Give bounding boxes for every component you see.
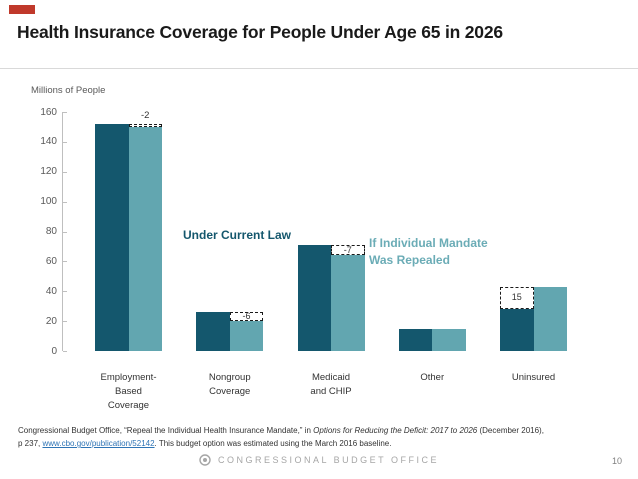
source-text: p 237, [18,439,43,448]
source-citation: Congressional Budget Office, “Repeal the… [18,424,622,450]
bar-current-law [398,328,433,351]
difference-box: 15 [500,286,534,310]
series-label-repealed-line1: If Individual Mandate [369,236,488,250]
bar-current-law [297,244,331,351]
y-axis-label: 160 [40,106,57,118]
y-axis-label: 0 [51,345,57,357]
y-axis-tick [63,112,67,113]
y-axis-unit-label: Millions of People [31,85,106,96]
y-axis-label: 140 [40,136,57,148]
bar-current-law [196,312,230,351]
series-label-repealed-line2: Was Repealed [369,253,450,267]
difference-box: -6 [229,311,264,322]
slide-accent-bar [9,5,35,14]
difference-label: -6 [242,311,251,322]
category-label: Other [420,372,445,383]
y-axis-tick [63,291,67,293]
category-label: Nongroup Coverage [208,372,251,397]
series-label-repealed: If Individual Mandate Was Repealed [369,235,488,269]
difference-label: 15 [511,292,522,303]
bar-current-law [95,123,129,351]
y-axis-label: 80 [45,226,57,237]
source-text: (December 2016), [477,426,544,435]
page-title: Health Insurance Coverage for People Und… [17,22,503,42]
title-divider [0,68,638,69]
difference-box: -7 [331,244,365,256]
y-axis-label: 100 [40,196,57,208]
difference-label: -2 [141,109,150,121]
category-label: Uninsured [511,372,556,383]
series-label-current-law: Under Current Law [183,228,292,242]
y-axis-tick [63,171,67,173]
difference-box [128,123,162,127]
difference-label: -7 [343,244,352,255]
publication-link[interactable]: www.cbo.gov/publication/52142 [42,439,155,448]
source-text: Congressional Budget Office, “Repeal the… [18,426,314,435]
y-axis-label: 20 [45,315,57,327]
y-axis-label: 40 [45,285,57,297]
y-axis-label: 120 [40,166,57,178]
bar-repealed [533,286,567,351]
y-axis-tick [63,321,67,323]
y-axis-label: 60 [45,255,57,267]
y-axis-tick [63,351,67,352]
footer-brand: CONGRESSIONAL BUDGET OFFICE [0,454,638,466]
cbo-logo-icon [199,454,211,466]
category-label: Medicaid and CHIP [310,372,352,397]
footer-brand-text: CONGRESSIONAL BUDGET OFFICE [217,455,440,465]
bar-repealed [229,321,264,351]
y-axis-tick [63,201,67,203]
source-text: . This budget option was estimated using… [154,439,392,448]
category-label: Employment- Based Coverage [100,372,157,411]
y-axis-tick [63,231,67,233]
bar-current-law [500,309,534,351]
page-number: 10 [611,456,622,466]
bar-repealed [128,126,162,351]
bar-repealed [432,328,466,351]
y-axis-line [62,112,63,351]
y-axis-tick [63,261,67,263]
source-publication-title: Options for Reducing the Deficit: 2017 t… [313,426,478,435]
bar-repealed [331,255,365,351]
y-axis-tick [63,141,67,143]
